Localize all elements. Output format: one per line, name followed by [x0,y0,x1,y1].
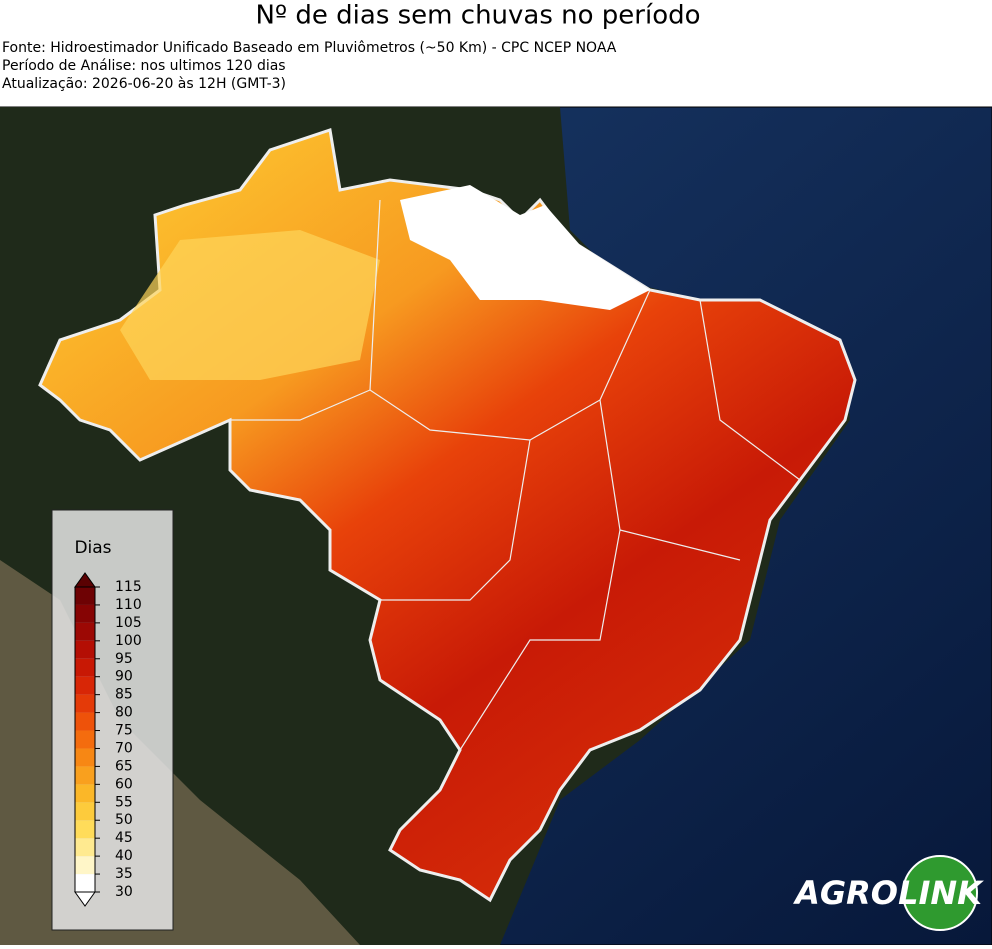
color-bin [75,604,95,623]
tick-label: 30 [115,884,133,900]
period: Período de Análise: nos ultimos 120 dias [2,58,286,74]
color-bin [75,784,95,803]
color-bin [75,820,95,839]
tick-label: 100 [115,633,142,649]
color-bin [75,640,95,659]
logo: AGRO LINK [792,855,984,931]
tick-label: 95 [115,651,133,667]
tick-label: 40 [115,848,133,864]
tick-label: 80 [115,705,133,721]
color-bin [75,694,95,713]
tick-label: 75 [115,723,133,739]
color-bin [75,658,95,677]
color-bin [75,802,95,821]
color-bin [75,838,95,857]
legend-title: Dias [74,538,111,558]
legend-box [51,509,174,931]
tick-label: 110 [115,597,142,613]
tick-label: 60 [115,776,133,792]
title: Nº de dias sem chuvas no período [255,1,700,31]
color-bin [75,856,95,875]
tick-label: 115 [115,579,142,595]
color-bin [75,712,95,731]
logo-left: AGRO [792,874,898,912]
color-bin [75,748,95,767]
no-dry-area [400,185,650,310]
tick-label: 85 [115,687,133,703]
color-bin [75,587,95,605]
tick-label: 105 [115,615,142,631]
logo-circle [902,855,978,931]
yellow-area [120,230,380,380]
tick-label: 70 [115,740,133,756]
color-bin [75,676,95,695]
color-bin [75,622,95,641]
source: Fonte: Hidroestimador Unificado Baseado … [2,40,617,56]
tick-label: 65 [115,758,133,774]
tick-label: 50 [115,812,133,828]
color-bin [75,730,95,749]
tick-label: 55 [115,794,133,810]
update: Atualização: 2026-06-20 às 12H (GMT-3) [2,76,286,92]
state-borders [230,199,801,751]
tick-label: 35 [115,866,133,882]
tick-label: 90 [115,669,133,685]
color-bin [75,766,95,785]
tick-label: 45 [115,830,133,846]
logo-right: LINK [898,874,984,912]
color-bin [75,874,95,892]
colorbar-frame [74,586,96,893]
